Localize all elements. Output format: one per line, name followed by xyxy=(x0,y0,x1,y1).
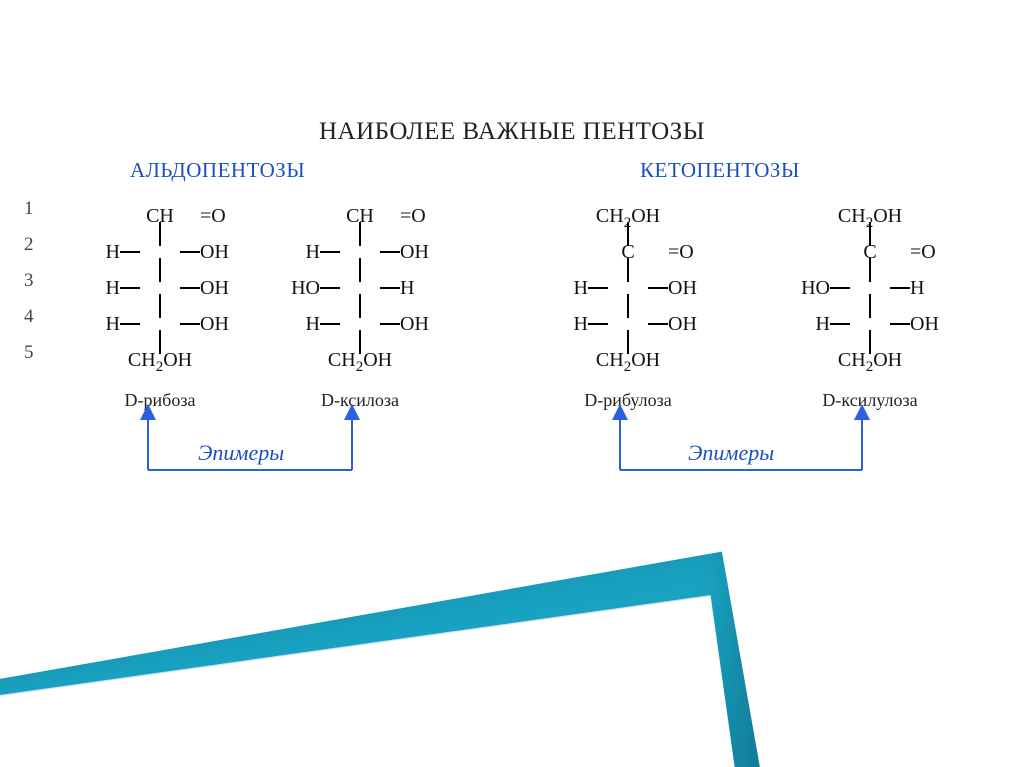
substituent-right: =O xyxy=(200,205,260,228)
bond-horizontal xyxy=(180,323,200,325)
substituent-left: H xyxy=(528,313,588,336)
bond-horizontal xyxy=(648,323,668,325)
substituent-left: H xyxy=(260,313,320,336)
subtitle-ketopentoses: КЕТОПЕНТОЗЫ xyxy=(640,158,800,183)
molecule-name: D-ксилоза xyxy=(260,390,460,411)
substituent-left: H xyxy=(60,313,120,336)
bond-horizontal xyxy=(120,323,140,325)
substituent-right: H xyxy=(400,277,460,300)
carbon-center: C xyxy=(850,241,890,264)
bond-horizontal xyxy=(320,323,340,325)
molecule-name: D-рибоза xyxy=(60,390,260,411)
molecule-name: D-ксилулоза xyxy=(770,390,970,411)
epimer-label: Эпимеры xyxy=(198,440,284,466)
molecule-row: H OH xyxy=(60,270,260,306)
molecule-row: H OH xyxy=(770,306,970,342)
bond-horizontal xyxy=(180,287,200,289)
molecule-row: CH2OH xyxy=(528,198,728,234)
molecule-row: HO H xyxy=(260,270,460,306)
substituent-right: OH xyxy=(200,277,260,300)
substituent-left: HO xyxy=(770,277,830,300)
bond-horizontal xyxy=(890,323,910,325)
carbon-center: CH2OH xyxy=(583,205,673,228)
molecule: CH2OHC=OHOHHOHCH2OH xyxy=(770,198,970,378)
molecule-row: CH2OH xyxy=(60,342,260,378)
bond-horizontal xyxy=(380,287,400,289)
substituent-right: OH xyxy=(910,313,970,336)
bond-horizontal xyxy=(380,251,400,253)
bond-horizontal xyxy=(890,287,910,289)
bond-horizontal xyxy=(830,323,850,325)
molecule-row: C =O xyxy=(528,234,728,270)
bond-horizontal xyxy=(320,287,340,289)
molecule-row: CH2OH xyxy=(770,342,970,378)
substituent-right: OH xyxy=(400,313,460,336)
molecule-row: C =O xyxy=(770,234,970,270)
substituent-left: H xyxy=(528,277,588,300)
substituent-left: H xyxy=(60,241,120,264)
substituent-right: OH xyxy=(400,241,460,264)
substituent-right: OH xyxy=(668,313,728,336)
molecule: CH=OHOHHOHHOHCH2OH xyxy=(260,198,460,378)
substituent-left: H xyxy=(260,241,320,264)
substituent-right: OH xyxy=(200,313,260,336)
carbon-center: C xyxy=(608,241,648,264)
row-number: 3 xyxy=(24,270,34,292)
bond-horizontal xyxy=(648,287,668,289)
molecule-row: HO H xyxy=(770,270,970,306)
bond-horizontal xyxy=(588,323,608,325)
carbon-center: CH2OH xyxy=(825,349,915,372)
molecule-row: H OH xyxy=(60,306,260,342)
substituent-right: OH xyxy=(200,241,260,264)
molecule-row: H OH xyxy=(60,234,260,270)
molecule-row: H OH xyxy=(260,306,460,342)
molecule-row: H OH xyxy=(528,306,728,342)
bond-horizontal xyxy=(120,251,140,253)
bond-horizontal xyxy=(120,287,140,289)
bond-horizontal xyxy=(588,287,608,289)
carbon-center: CH2OH xyxy=(583,349,673,372)
row-number: 1 xyxy=(24,198,34,220)
molecule-row: H OH xyxy=(528,270,728,306)
molecule: CH =O H OH H OH H OH CH2OH xyxy=(60,198,260,378)
substituent-left: H xyxy=(60,277,120,300)
molecule-row: CH =O xyxy=(260,198,460,234)
row-number: 4 xyxy=(24,306,34,328)
molecule-row: CH2OH xyxy=(770,198,970,234)
carbon-center: CH2OH xyxy=(115,349,205,372)
carbon-center: CH2OH xyxy=(315,349,405,372)
page-title: НАИБОЛЕЕ ВАЖНЫЕ ПЕНТОЗЫ xyxy=(0,118,1024,146)
molecule-row: H OH xyxy=(260,234,460,270)
substituent-left: H xyxy=(770,313,830,336)
substituent-right: =O xyxy=(910,241,970,264)
row-number: 5 xyxy=(24,342,34,364)
subtitle-aldopentoses: АЛЬДОПЕНТОЗЫ xyxy=(130,158,305,183)
carbon-center: CH2OH xyxy=(825,205,915,228)
substituent-right: H xyxy=(910,277,970,300)
bond-horizontal xyxy=(180,251,200,253)
molecule-row: CH2OH xyxy=(528,342,728,378)
substituent-right: OH xyxy=(668,277,728,300)
molecule-row: CH =O xyxy=(60,198,260,234)
molecule-row: CH2OH xyxy=(260,342,460,378)
carbon-center: CH xyxy=(340,205,380,228)
carbon-center: CH xyxy=(140,205,180,228)
bond-horizontal xyxy=(380,323,400,325)
substituent-right: =O xyxy=(668,241,728,264)
epimer-label: Эпимеры xyxy=(688,440,774,466)
bond-horizontal xyxy=(320,251,340,253)
row-number: 2 xyxy=(24,234,34,256)
substituent-right: =O xyxy=(400,205,460,228)
bond-horizontal xyxy=(830,287,850,289)
molecule-name: D-рибулоза xyxy=(528,390,728,411)
molecule: CH2OH C =O H OH H OH CH2OH xyxy=(528,198,728,378)
substituent-left: HO xyxy=(260,277,320,300)
